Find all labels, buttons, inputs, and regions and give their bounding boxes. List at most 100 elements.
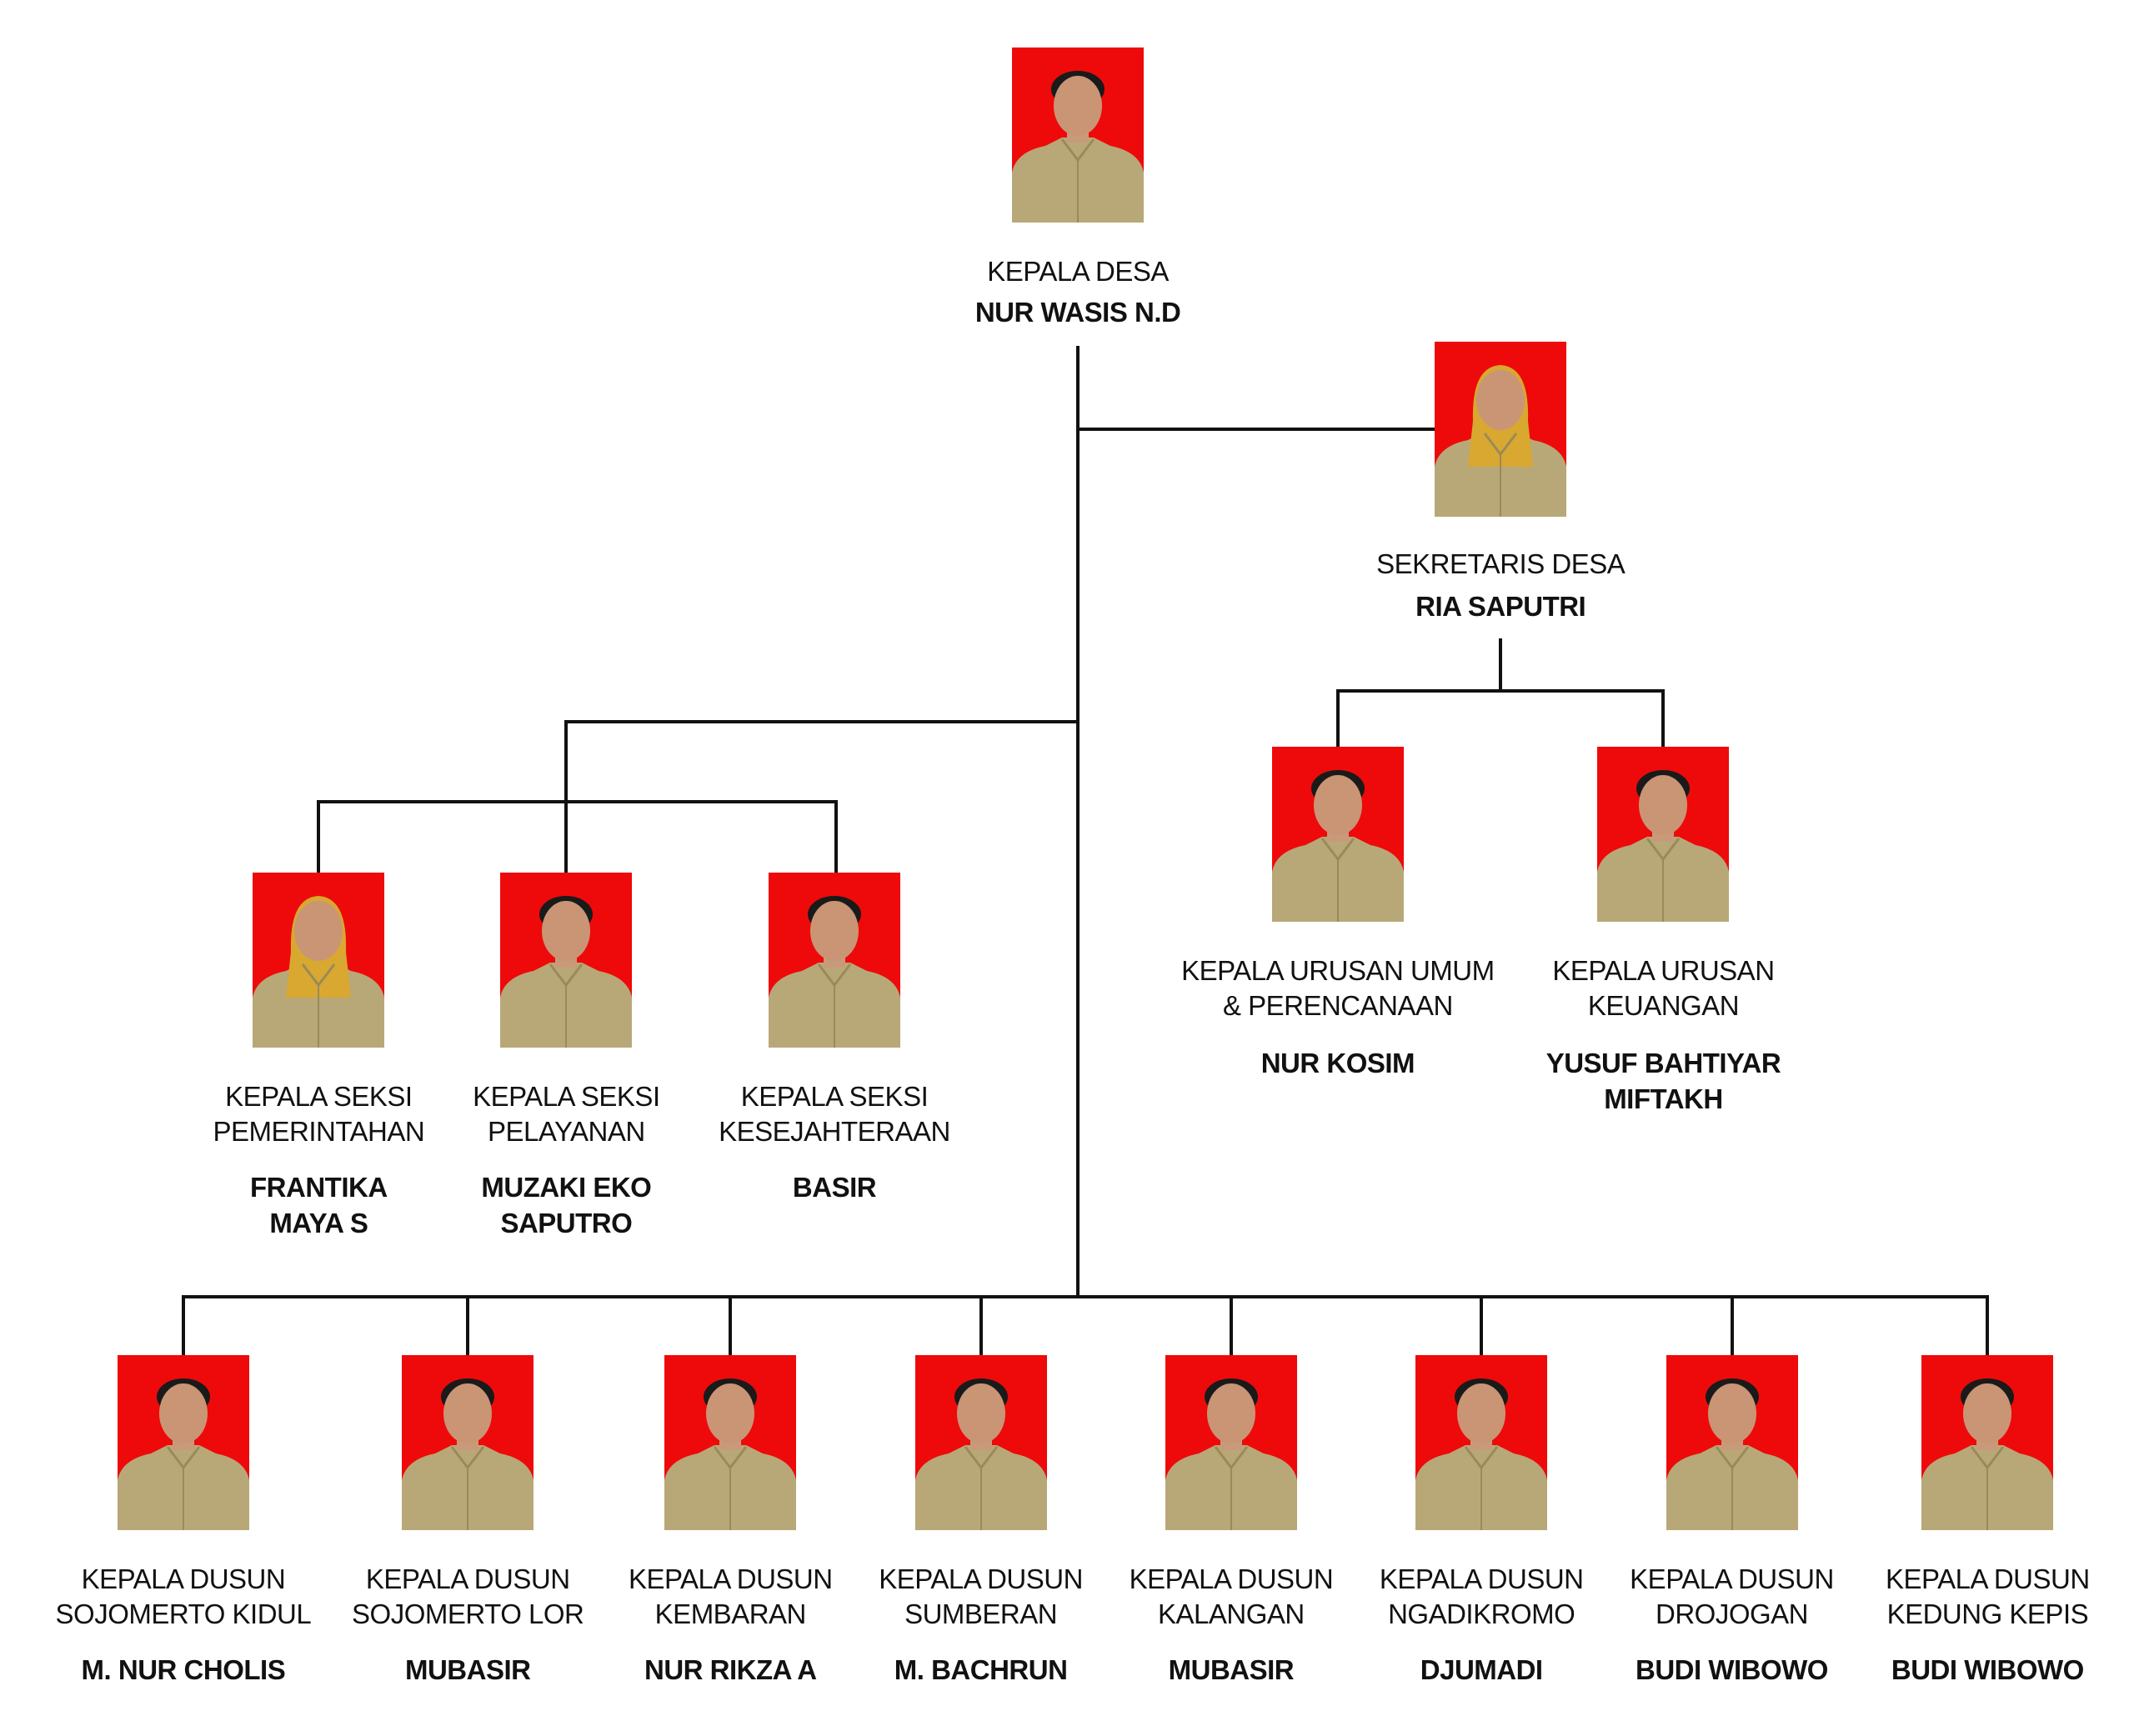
position-title: KEPALA DUSUN SOJOMERTO KIDUL bbox=[8, 1562, 358, 1632]
person-silhouette-icon bbox=[664, 1378, 797, 1531]
person-name-line: MIFTAKH bbox=[1604, 1083, 1723, 1114]
position-title-line: KEPALA SEKSI bbox=[225, 1080, 413, 1112]
portrait-photo bbox=[1012, 48, 1145, 223]
position-title-line: KEPALA SEKSI bbox=[473, 1080, 660, 1112]
position-title: KEPALA DUSUN SOJOMERTO LOR bbox=[293, 1562, 643, 1632]
person-name: BUDI WIBOWO bbox=[1557, 1652, 1907, 1688]
position-title-line: SOJOMERTO LOR bbox=[352, 1598, 584, 1630]
connector-line bbox=[564, 720, 1080, 724]
portrait-photo bbox=[500, 872, 633, 1048]
position-title: KEPALA SEKSI PELAYANAN bbox=[391, 1079, 741, 1149]
person-name-line: SAPUTRO bbox=[500, 1208, 633, 1239]
position-title: KEPALA DESA bbox=[903, 254, 1253, 289]
position-title-line: KEUANGAN bbox=[1587, 989, 1740, 1021]
person-silhouette-icon bbox=[1415, 1378, 1548, 1531]
position-title: KEPALA DUSUN SUMBERAN bbox=[806, 1562, 1156, 1632]
person-name: RIA SAPUTRI bbox=[1325, 588, 1676, 624]
person-name: YUSUF BAHTIYAR MIFTAKH bbox=[1488, 1045, 1838, 1117]
person-name: NUR RIKZA A bbox=[555, 1652, 905, 1688]
connector-line bbox=[1480, 1294, 1484, 1358]
portrait-photo bbox=[1415, 1355, 1548, 1531]
position-title-line: DROJOGAN bbox=[1655, 1598, 1809, 1630]
connector-line bbox=[181, 1294, 185, 1358]
person-silhouette-icon bbox=[769, 895, 900, 1048]
person-name-line: YUSUF BAHTIYAR bbox=[1545, 1047, 1781, 1078]
position-title: KEPALA DUSUN KEDUNG KEPIS bbox=[1812, 1562, 2134, 1632]
person-name-line: MUBASIR bbox=[404, 1654, 531, 1686]
position-title-line: PELAYANAN bbox=[488, 1115, 645, 1147]
position-title-line: KEPALA DUSUN bbox=[1886, 1563, 2090, 1595]
person-silhouette-icon bbox=[1666, 1378, 1798, 1531]
person-silhouette-icon bbox=[1921, 1378, 2054, 1531]
connector-line bbox=[979, 1294, 983, 1358]
person-name-line: NUR WASIS N.D bbox=[974, 296, 1181, 328]
portrait-photo bbox=[1435, 342, 1567, 518]
person-silhouette-icon bbox=[253, 895, 385, 1048]
position-title-line: KEPALA DESA bbox=[987, 256, 1169, 288]
position-title-line: KEPALA DUSUN bbox=[1379, 1563, 1584, 1595]
person-silhouette-icon bbox=[1597, 769, 1730, 922]
position-title-line: SUMBERAN bbox=[904, 1598, 1058, 1630]
position-title: KEPALA DUSUN KEMBARAN bbox=[555, 1562, 905, 1632]
connector-line bbox=[1335, 688, 1666, 693]
portrait-photo bbox=[914, 1355, 1047, 1531]
connector-line bbox=[1661, 688, 1666, 748]
person-name: M. BACHRUN bbox=[806, 1652, 1156, 1688]
person-name-line: FRANTIKA bbox=[250, 1172, 388, 1203]
position-title-line: & PERENCANAAN bbox=[1222, 989, 1453, 1021]
person-name: MUZAKI EKO SAPUTRO bbox=[391, 1169, 741, 1241]
position-title-line: KEPALA DUSUN bbox=[879, 1563, 1083, 1595]
person-name-line: NUR KOSIM bbox=[1260, 1047, 1415, 1078]
person-name: DJUMADI bbox=[1306, 1652, 1656, 1688]
position-title-line: KEPALA SEKSI bbox=[740, 1080, 929, 1112]
person-silhouette-icon bbox=[402, 1378, 534, 1531]
person-silhouette-icon bbox=[1435, 365, 1567, 518]
connector-line bbox=[1076, 428, 1439, 432]
person-name: MUBASIR bbox=[1056, 1652, 1406, 1688]
person-name: MUBASIR bbox=[293, 1652, 643, 1688]
connector-line bbox=[466, 1294, 470, 1358]
person-name: FRANTIKA MAYA S bbox=[143, 1169, 493, 1241]
person-name-line: RIA SAPUTRI bbox=[1415, 590, 1586, 622]
person-name: M. NUR CHOLIS bbox=[8, 1652, 358, 1688]
position-title-line: PEMERINTAHAN bbox=[213, 1115, 425, 1147]
connector-line bbox=[834, 799, 838, 874]
portrait-photo bbox=[664, 1355, 797, 1531]
position-title-line: KEPALA DUSUN bbox=[1129, 1563, 1334, 1595]
portrait-photo bbox=[1271, 746, 1404, 922]
connector-line bbox=[564, 799, 569, 874]
position-title-line: KESEJAHTERAAN bbox=[719, 1115, 950, 1147]
connector-line bbox=[1499, 638, 1503, 693]
person-name: NUR WASIS N.D bbox=[903, 294, 1253, 330]
person-silhouette-icon bbox=[500, 895, 633, 1048]
person-silhouette-icon bbox=[1165, 1378, 1297, 1531]
position-title: KEPALA DUSUN DROJOGAN bbox=[1557, 1562, 1907, 1632]
person-name-line: BUDI WIBOWO bbox=[1636, 1654, 1828, 1686]
connector-line bbox=[1229, 1294, 1233, 1358]
position-title-line: SOJOMERTO KIDUL bbox=[55, 1598, 312, 1630]
connector-line bbox=[729, 1294, 733, 1358]
connector-line bbox=[317, 799, 321, 874]
person-name-line: BUDI WIBOWO bbox=[1891, 1654, 2084, 1686]
position-title-line: KALANGAN bbox=[1158, 1598, 1305, 1630]
position-title: KEPALA DUSUN NGADIKROMO bbox=[1306, 1562, 1656, 1632]
position-title-line: KEPALA URUSAN UMUM bbox=[1181, 954, 1495, 986]
connector-line bbox=[1335, 688, 1340, 748]
position-title: KEPALA SEKSI KESEJAHTERAAN bbox=[659, 1079, 1009, 1149]
position-title-line: SEKRETARIS DESA bbox=[1376, 548, 1626, 580]
position-title-line: KEPALA DUSUN bbox=[365, 1563, 570, 1595]
position-title-line: KEPALA DUSUN bbox=[1630, 1563, 1834, 1595]
connector-line bbox=[1076, 345, 1080, 1298]
person-silhouette-icon bbox=[1012, 71, 1145, 223]
person-name: BASIR bbox=[659, 1169, 1009, 1205]
portrait-photo bbox=[1597, 746, 1730, 922]
person-name-line: MUBASIR bbox=[1168, 1654, 1295, 1686]
position-title: KEPALA SEKSI PEMERINTAHAN bbox=[143, 1079, 493, 1149]
person-name-line: DJUMADI bbox=[1420, 1654, 1543, 1686]
position-title-line: KEPALA DUSUN bbox=[81, 1563, 286, 1595]
person-silhouette-icon bbox=[1271, 769, 1404, 922]
portrait-photo bbox=[117, 1355, 249, 1531]
position-title-line: KEMBARAN bbox=[654, 1598, 807, 1630]
position-title-line: NGADIKROMO bbox=[1388, 1598, 1575, 1630]
person-name-line: MUZAKI EKO bbox=[481, 1172, 652, 1203]
